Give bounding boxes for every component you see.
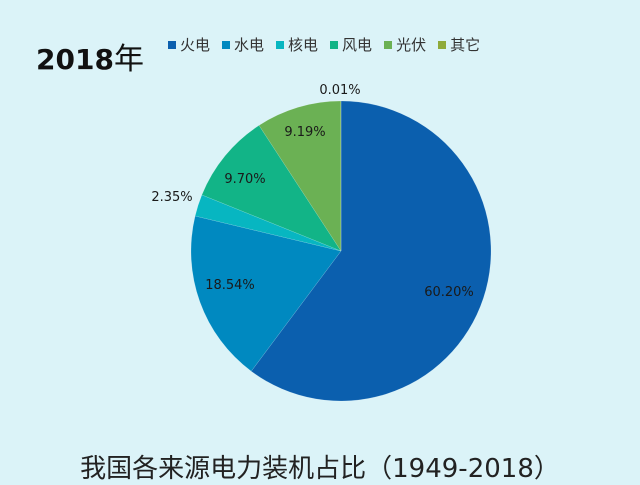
legend-label: 核电 xyxy=(288,36,319,54)
pie-slice-4 xyxy=(258,100,342,252)
slice-data-label: 0.01% xyxy=(319,83,360,98)
pie-slice-2 xyxy=(194,194,342,252)
chart-legend: 火电 水电 核电 风电 光伏 其它 xyxy=(168,34,480,55)
legend-item-hydro: 水电 xyxy=(222,34,264,55)
chart-caption: 我国各来源电力装机占比（1949-2018） xyxy=(80,454,560,484)
legend-item-other: 其它 xyxy=(438,34,480,55)
legend-swatch-icon xyxy=(168,40,176,49)
legend-label: 光伏 xyxy=(396,36,427,54)
legend-item-solar: 光伏 xyxy=(384,34,426,55)
slice-data-label: 2.35% xyxy=(151,190,192,205)
legend-item-wind: 风电 xyxy=(330,34,372,55)
pie-slice-1 xyxy=(190,215,342,372)
chart-year-title: 2018年 xyxy=(36,34,144,78)
legend-item-thermal: 火电 xyxy=(168,34,210,55)
legend-label: 水电 xyxy=(234,36,265,54)
legend-label: 火电 xyxy=(180,36,211,54)
pie-slice-0 xyxy=(250,100,492,402)
legend-item-nuclear: 核电 xyxy=(276,34,318,55)
legend-swatch-icon xyxy=(276,40,285,49)
slice-data-label: 9.19% xyxy=(284,125,325,140)
legend-label: 其它 xyxy=(450,36,481,54)
slice-data-label: 18.54% xyxy=(205,278,255,293)
year-number: 2018 xyxy=(36,43,114,76)
pie-slice-3 xyxy=(201,125,342,252)
slice-data-label: 9.70% xyxy=(224,172,265,187)
year-suffix: 年 xyxy=(113,42,144,77)
legend-label: 风电 xyxy=(342,36,373,54)
legend-swatch-icon xyxy=(330,40,339,49)
legend-swatch-icon xyxy=(384,40,393,49)
slice-data-label: 60.20% xyxy=(424,285,474,300)
legend-swatch-icon xyxy=(222,40,231,49)
legend-swatch-icon xyxy=(438,40,447,49)
